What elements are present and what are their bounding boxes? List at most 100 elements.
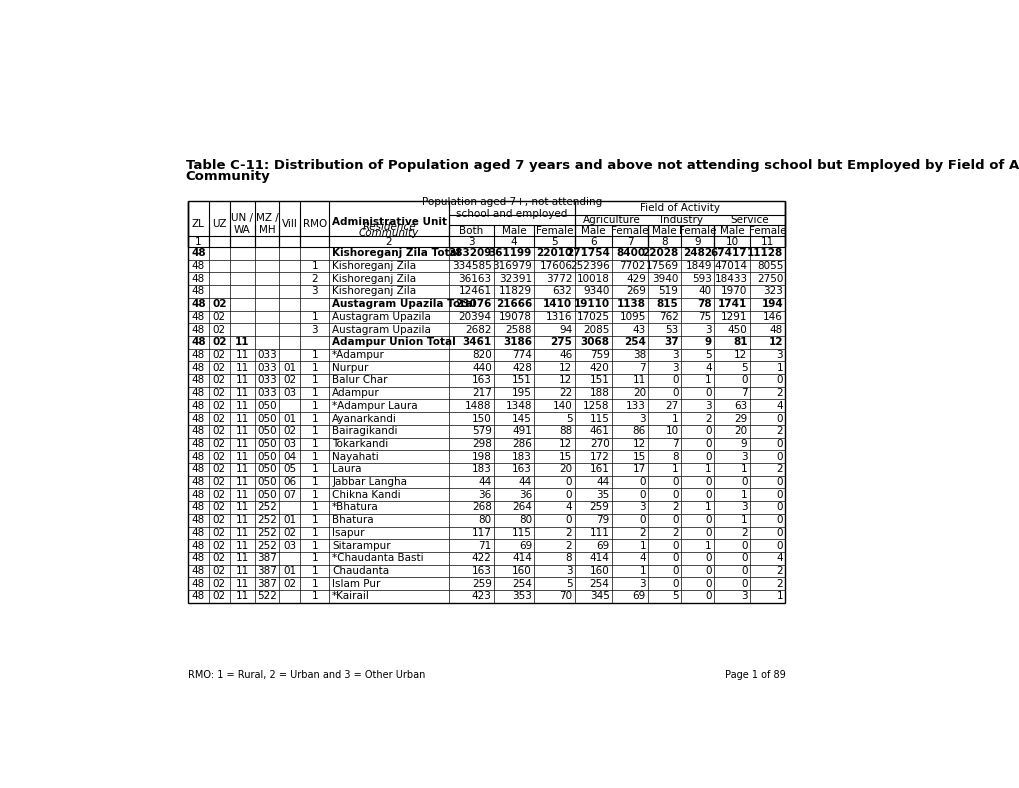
Text: 12: 12 xyxy=(632,439,645,449)
Text: 1: 1 xyxy=(740,464,747,474)
Text: 252: 252 xyxy=(257,541,277,551)
Text: 11: 11 xyxy=(235,439,249,449)
Text: 033: 033 xyxy=(257,388,276,398)
Text: 195: 195 xyxy=(512,388,532,398)
Text: Kishoreganj Zila: Kishoreganj Zila xyxy=(332,273,416,284)
Text: Male: Male xyxy=(581,226,605,236)
Text: 5: 5 xyxy=(550,236,557,247)
Text: 0: 0 xyxy=(740,477,747,487)
Text: 11: 11 xyxy=(632,375,645,385)
Text: 387: 387 xyxy=(257,578,277,589)
Text: 3: 3 xyxy=(740,503,747,512)
Text: 194: 194 xyxy=(760,299,783,309)
Text: 259: 259 xyxy=(472,578,491,589)
Text: 1: 1 xyxy=(704,503,711,512)
Text: 1: 1 xyxy=(311,541,318,551)
Text: 345: 345 xyxy=(589,592,609,601)
Text: 32391: 32391 xyxy=(498,273,532,284)
Text: 94: 94 xyxy=(558,325,572,335)
Text: 3: 3 xyxy=(672,350,678,360)
Text: 111: 111 xyxy=(589,528,609,538)
Text: 2: 2 xyxy=(775,566,783,576)
Text: 0: 0 xyxy=(566,477,572,487)
Text: 353: 353 xyxy=(512,592,532,601)
Text: 12: 12 xyxy=(558,362,572,373)
Text: 9: 9 xyxy=(740,439,747,449)
Text: *Bhatura: *Bhatura xyxy=(332,503,378,512)
Text: 21666: 21666 xyxy=(495,299,532,309)
Text: 11: 11 xyxy=(234,337,250,348)
Text: 3: 3 xyxy=(639,414,645,423)
Text: 48: 48 xyxy=(192,375,205,385)
Text: 02: 02 xyxy=(213,426,225,437)
Text: Kishoreganj Zila: Kishoreganj Zila xyxy=(332,287,416,296)
Text: Agriculture: Agriculture xyxy=(582,215,640,225)
Text: 17025: 17025 xyxy=(576,312,609,322)
Text: 1: 1 xyxy=(672,414,678,423)
Text: 264: 264 xyxy=(512,503,532,512)
Text: 02: 02 xyxy=(212,299,226,309)
Text: Ayanarkandi: Ayanarkandi xyxy=(332,414,396,423)
Text: 3772: 3772 xyxy=(545,273,572,284)
Text: 02: 02 xyxy=(213,375,225,385)
Text: 86: 86 xyxy=(632,426,645,437)
Text: 298: 298 xyxy=(472,439,491,449)
Text: 334585: 334585 xyxy=(451,261,491,271)
Text: 5: 5 xyxy=(566,414,572,423)
Text: 48: 48 xyxy=(192,439,205,449)
Text: 2: 2 xyxy=(672,503,678,512)
Text: 5: 5 xyxy=(672,592,678,601)
Text: 11: 11 xyxy=(235,362,249,373)
Text: 48: 48 xyxy=(192,426,205,437)
Text: 1316: 1316 xyxy=(545,312,572,322)
Text: 2: 2 xyxy=(566,541,572,551)
Text: 48: 48 xyxy=(192,541,205,551)
Text: 48: 48 xyxy=(192,578,205,589)
Text: 0: 0 xyxy=(639,477,645,487)
Text: 11: 11 xyxy=(235,388,249,398)
Text: Male: Male xyxy=(501,226,526,236)
Text: 0: 0 xyxy=(775,452,783,462)
Text: 1: 1 xyxy=(311,503,318,512)
Text: 02: 02 xyxy=(213,388,225,398)
Text: Industry: Industry xyxy=(659,215,702,225)
Text: 2: 2 xyxy=(775,464,783,474)
Text: 44: 44 xyxy=(596,477,609,487)
Text: 762: 762 xyxy=(658,312,678,322)
Text: 0: 0 xyxy=(705,578,711,589)
Text: 429: 429 xyxy=(626,273,645,284)
Text: 254: 254 xyxy=(624,337,645,348)
Text: 63: 63 xyxy=(734,401,747,411)
Text: 12: 12 xyxy=(768,337,783,348)
Text: 17569: 17569 xyxy=(645,261,678,271)
Text: 1095: 1095 xyxy=(619,312,645,322)
Text: 422: 422 xyxy=(472,553,491,563)
Text: 0: 0 xyxy=(705,515,711,525)
Text: Table C-11: Distribution of Population aged 7 years and above not attending scho: Table C-11: Distribution of Population a… xyxy=(185,159,1019,173)
Text: 10018: 10018 xyxy=(576,273,609,284)
Text: 38: 38 xyxy=(632,350,645,360)
Text: 1: 1 xyxy=(311,375,318,385)
Text: 11: 11 xyxy=(235,541,249,551)
Text: 9340: 9340 xyxy=(583,287,609,296)
Text: Kishoreganj Zila Total: Kishoreganj Zila Total xyxy=(332,248,460,258)
Text: 0: 0 xyxy=(775,375,783,385)
Text: Vill: Vill xyxy=(281,219,298,229)
Text: 11: 11 xyxy=(235,503,249,512)
Text: 81: 81 xyxy=(733,337,747,348)
Text: 11: 11 xyxy=(235,515,249,525)
Text: 115: 115 xyxy=(512,528,532,538)
Text: 316979: 316979 xyxy=(492,261,532,271)
Text: 48: 48 xyxy=(192,401,205,411)
Text: 2: 2 xyxy=(775,426,783,437)
Text: 07: 07 xyxy=(283,490,297,500)
Text: 02: 02 xyxy=(213,490,225,500)
Text: 48: 48 xyxy=(192,388,205,398)
Text: 140: 140 xyxy=(552,401,572,411)
Text: 198: 198 xyxy=(472,452,491,462)
Text: 44: 44 xyxy=(519,477,532,487)
Text: 163: 163 xyxy=(472,566,491,576)
Text: 22028: 22028 xyxy=(642,248,678,258)
Text: 522: 522 xyxy=(257,592,277,601)
Text: 5: 5 xyxy=(740,362,747,373)
